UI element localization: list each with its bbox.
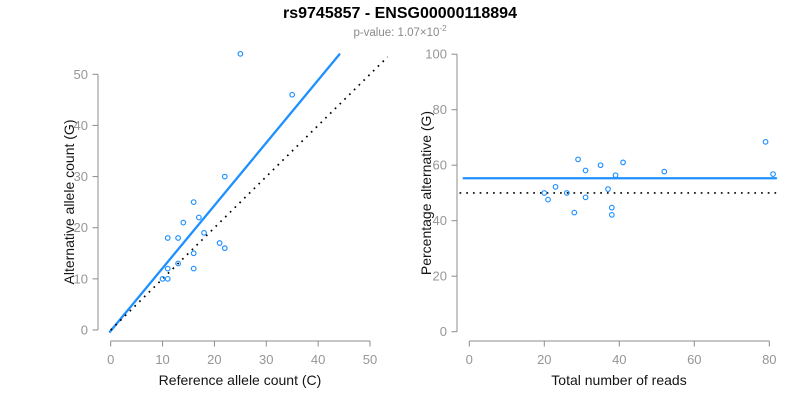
pvalue-exponent: -2 — [439, 24, 447, 33]
y-tick-label: 40 — [433, 213, 447, 228]
data-point — [608, 204, 615, 211]
data-point — [190, 250, 197, 257]
data-point — [180, 219, 187, 226]
right-plot: Total number of reads Percentage alterna… — [418, 47, 779, 388]
x-tick-label: 30 — [259, 352, 273, 367]
y-tick-label: 10 — [74, 271, 88, 286]
data-point — [195, 214, 202, 221]
x-tick-label: 50 — [363, 352, 377, 367]
right-y-axis-title: Percentage alternative (G) — [418, 111, 434, 275]
left-y-axis-title: Alternative allele count (G) — [61, 120, 77, 285]
data-point — [289, 91, 296, 98]
data-point — [190, 265, 197, 272]
y-tick-label: 20 — [74, 220, 88, 235]
data-point — [201, 229, 207, 236]
data-point — [164, 235, 171, 241]
data-point — [164, 265, 171, 272]
right-x-axis-title: Total number of reads — [551, 372, 686, 388]
y-tick-label: 50 — [74, 67, 88, 82]
fitted-regression-line — [108, 53, 341, 333]
data-point — [661, 168, 668, 175]
data-point — [552, 183, 559, 190]
x-tick-label: 10 — [155, 352, 169, 367]
data-point — [216, 240, 223, 246]
data-point — [582, 167, 589, 174]
data-point — [190, 199, 197, 206]
data-point — [620, 159, 626, 166]
x-tick-label: 40 — [612, 352, 626, 367]
data-point — [175, 260, 181, 267]
data-point — [159, 275, 166, 282]
data-point — [541, 190, 548, 196]
data-point — [175, 235, 181, 241]
y-tick-label: 20 — [433, 269, 447, 284]
plot-title: rs9745857 - ENSG00000118894 — [283, 5, 517, 22]
x-tick-label: 40 — [311, 352, 325, 367]
x-tick-label: 0 — [466, 352, 473, 367]
y-tick-label: 0 — [440, 324, 447, 339]
y-tick-label: 100 — [425, 47, 447, 62]
identity-line — [110, 56, 389, 331]
x-tick-label: 20 — [207, 352, 221, 367]
y-tick-label: 0 — [81, 323, 88, 338]
data-point — [221, 245, 228, 252]
data-point — [612, 172, 619, 179]
data-point — [164, 275, 171, 282]
y-tick-label: 80 — [433, 102, 447, 117]
y-tick-label: 30 — [74, 169, 88, 184]
data-point — [605, 186, 611, 192]
x-tick-label: 80 — [762, 352, 776, 367]
data-point — [237, 50, 244, 57]
data-point — [762, 139, 769, 145]
data-point — [545, 196, 551, 203]
data-point — [221, 173, 228, 180]
x-tick-label: 60 — [687, 352, 701, 367]
y-tick-label: 40 — [74, 118, 88, 133]
x-tick-label: 20 — [537, 352, 551, 367]
data-point — [571, 209, 578, 216]
data-point — [582, 194, 589, 201]
data-point — [608, 211, 615, 218]
data-point — [597, 162, 604, 169]
plot-subtitle: p-value: 1.07×10-2 — [0, 24, 800, 39]
data-point — [770, 171, 776, 177]
left-plot: Reference allele count (C) Alternative a… — [61, 50, 389, 388]
y-tick-label: 60 — [433, 158, 447, 173]
data-point — [575, 156, 581, 163]
data-point — [563, 190, 570, 196]
left-x-axis-title: Reference allele count (C) — [159, 372, 322, 388]
pvalue-text: p-value: 1.07×10 — [353, 26, 440, 39]
x-tick-label: 0 — [107, 352, 114, 367]
